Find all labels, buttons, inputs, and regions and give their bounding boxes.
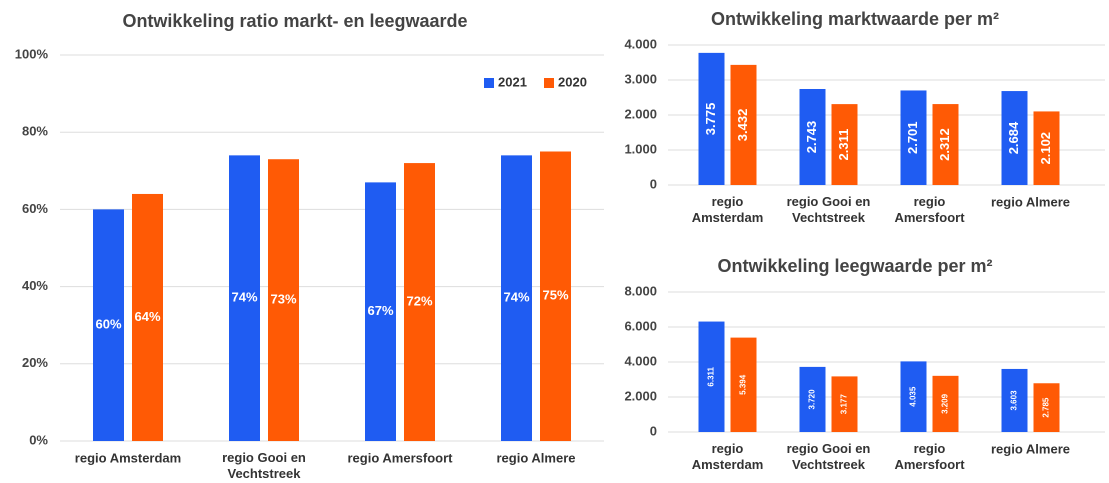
bar	[932, 375, 959, 432]
bar	[501, 155, 532, 442]
value-label: 6.311	[707, 366, 716, 386]
y-tick-label: 40%	[22, 278, 48, 293]
x-tick-label: regio Gooi en Vechtstreek	[787, 194, 871, 225]
legend-label: 2021	[498, 74, 527, 89]
bar	[404, 163, 435, 441]
y-tick-label: 8.000	[624, 283, 657, 298]
chart-title: Ontwikkeling marktwaarde per m²	[711, 9, 999, 29]
x-tick-label: regio Amsterdam	[75, 450, 181, 465]
value-label: 2.743	[804, 121, 819, 154]
value-label: 3.177	[840, 394, 849, 415]
bar	[229, 155, 260, 442]
bar	[730, 337, 757, 432]
bar	[831, 104, 858, 185]
value-label: 3.432	[735, 109, 750, 142]
y-tick-label: 80%	[22, 124, 48, 139]
x-tick-label: regio Amersfoort	[894, 194, 965, 225]
legend-label: 2020	[558, 74, 587, 89]
value-label: 72%	[406, 293, 432, 308]
bar	[730, 64, 757, 185]
value-label: 2.102	[1038, 132, 1053, 165]
value-label: 74%	[503, 290, 529, 305]
x-tick-label: regio Almere	[497, 450, 576, 465]
value-label: 2.311	[836, 129, 851, 161]
y-tick-label: 20%	[22, 355, 48, 370]
y-tick-label: 0	[650, 176, 657, 191]
y-tick-label: 3.000	[624, 71, 657, 86]
bar	[799, 366, 826, 432]
bar	[932, 104, 959, 185]
value-label: 3.775	[703, 103, 718, 136]
bar	[698, 321, 725, 432]
y-tick-label: 0%	[29, 432, 48, 447]
bar	[900, 361, 927, 432]
y-tick-label: 4.000	[624, 36, 657, 51]
value-label: 67%	[367, 303, 393, 318]
x-tick-label: regio Amersfoort	[894, 441, 965, 472]
chart-title: Ontwikkeling ratio markt- en leegwaarde	[122, 11, 467, 31]
bar	[1001, 368, 1028, 432]
y-tick-label: 4.000	[624, 353, 657, 368]
legend-swatch	[544, 78, 554, 88]
value-label: 2.684	[1006, 121, 1021, 154]
value-label: 2.312	[937, 128, 952, 161]
y-tick-label: 1.000	[624, 141, 657, 156]
value-label: 64%	[134, 309, 160, 324]
bar	[799, 88, 826, 185]
value-label: 2.785	[1042, 397, 1051, 418]
chart-title: Ontwikkeling leegwaarde per m²	[717, 256, 992, 276]
y-tick-label: 100%	[15, 46, 49, 61]
y-tick-label: 6.000	[624, 318, 657, 333]
value-label: 5.394	[739, 374, 748, 395]
bar	[1001, 91, 1028, 185]
value-label: 73%	[270, 292, 296, 307]
bar	[900, 90, 927, 185]
value-label: 4.035	[909, 386, 918, 407]
value-label: 74%	[231, 290, 257, 305]
x-tick-label: regio Almere	[991, 441, 1070, 456]
bar	[1033, 383, 1060, 432]
x-tick-label: regio Almere	[991, 194, 1070, 209]
bar	[132, 193, 163, 441]
value-label: 3.720	[808, 389, 817, 410]
value-label: 3.603	[1010, 390, 1019, 411]
bar	[1033, 111, 1060, 185]
y-tick-label: 2.000	[624, 388, 657, 403]
x-tick-label: regio Gooi en Vechtstreek	[222, 450, 306, 481]
value-label: 3.209	[941, 393, 950, 414]
y-tick-label: 0	[650, 423, 657, 438]
y-tick-label: 60%	[22, 201, 48, 216]
bar	[698, 52, 725, 185]
x-tick-label: regio Amsterdam	[692, 194, 764, 225]
legend-swatch	[484, 78, 494, 88]
value-label: 2.701	[905, 121, 920, 154]
bar	[93, 209, 124, 441]
x-tick-label: regio Amersfoort	[348, 450, 454, 465]
x-tick-label: regio Amsterdam	[692, 441, 764, 472]
bar	[831, 376, 858, 432]
bar	[365, 182, 396, 441]
bar	[540, 151, 571, 441]
y-tick-label: 2.000	[624, 106, 657, 121]
value-label: 60%	[95, 317, 121, 332]
x-tick-label: regio Gooi en Vechtstreek	[787, 441, 871, 472]
value-label: 75%	[542, 288, 568, 303]
bar	[268, 159, 299, 441]
